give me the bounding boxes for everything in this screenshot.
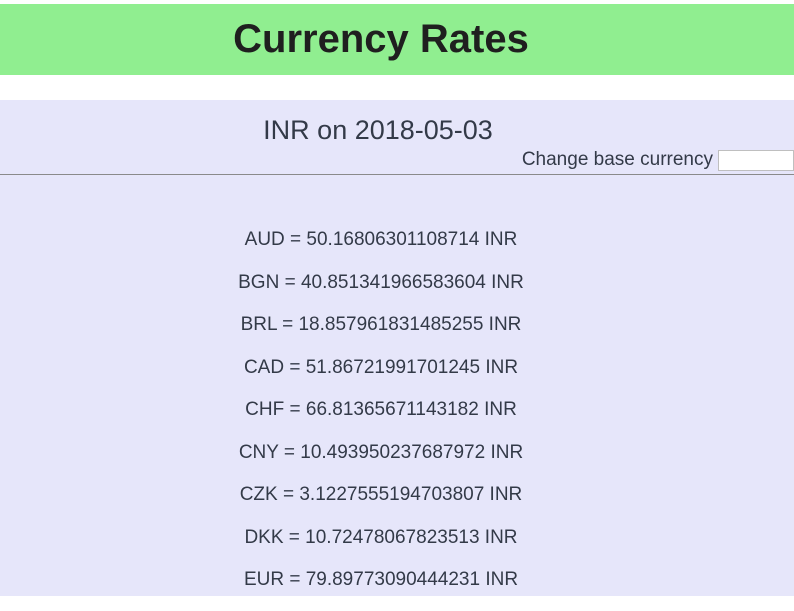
rate-row: DKK = 10.72478067823513 INR: [244, 526, 518, 548]
rates-list: AUD = 50.16806301108714 INR BGN = 40.851…: [0, 228, 762, 611]
rate-row: BRL = 18.857961831485255 INR: [240, 314, 522, 335]
rates-panel: INR on 2018-05-03 Change base currency A…: [0, 100, 794, 596]
rate-row: CAD = 51.86721991701245 INR: [243, 356, 519, 378]
divider: [0, 174, 794, 175]
rate-row: EUR = 79.89773090444231 INR: [243, 569, 519, 590]
change-base-row: Change base currency: [522, 148, 794, 172]
app-header: Currency Rates: [0, 4, 794, 75]
rate-row: CNY = 10.493950237687972 INR: [238, 441, 524, 463]
rate-row: BGN = 40.851341966583604 INR: [238, 271, 524, 293]
change-base-label: Change base currency: [521, 149, 713, 170]
base-currency-title: INR on 2018-05-03: [263, 115, 493, 145]
base-currency-input[interactable]: [718, 149, 794, 171]
rate-row: AUD = 50.16806301108714 INR: [244, 229, 518, 250]
page-title: Currency Rates: [233, 17, 529, 61]
rate-row: CZK = 3.1227555194703807 INR: [239, 484, 523, 505]
rate-row: CHF = 66.81365671143182 INR: [245, 399, 517, 420]
